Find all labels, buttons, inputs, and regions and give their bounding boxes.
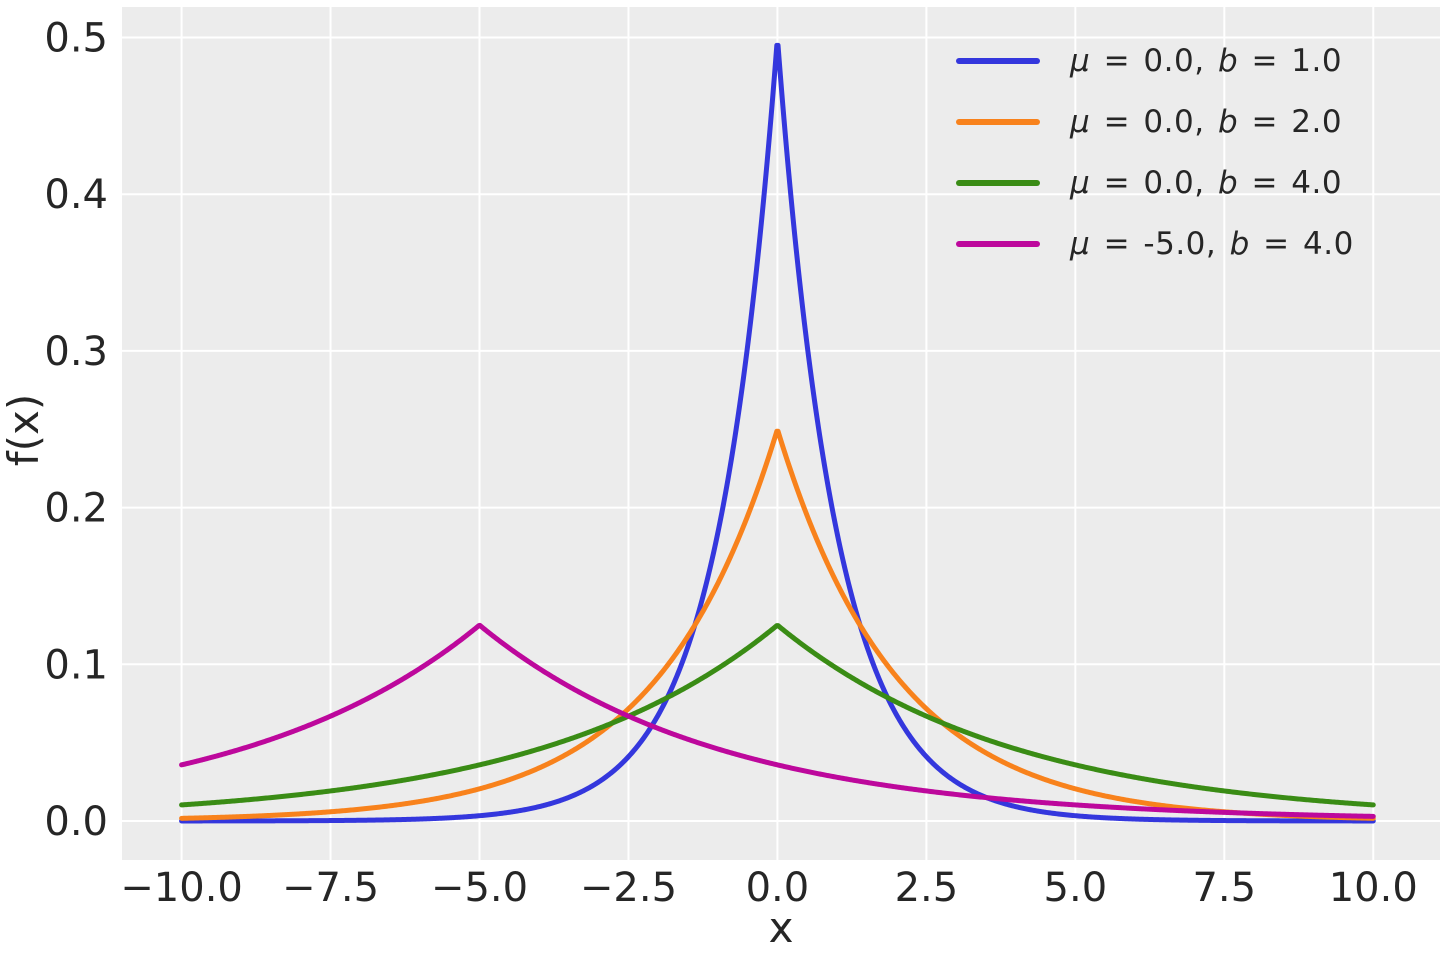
y-tick-label: 0.3: [44, 329, 108, 375]
x-tick-label: 7.5: [1192, 865, 1256, 911]
x-tick-label: −10.0: [120, 865, 243, 911]
y-tick-label: 0.5: [44, 16, 108, 62]
x-tick-label: 10.0: [1329, 865, 1418, 911]
curve-series-0: [179, 42, 1376, 824]
x-tick-label: −2.5: [580, 865, 677, 911]
curve-series-3: [179, 622, 1376, 819]
legend-line-swatch: [956, 57, 1040, 64]
x-tick-label: 2.5: [895, 865, 959, 911]
x-tick-label: −7.5: [282, 865, 379, 911]
legend-line-swatch: [956, 240, 1040, 247]
curve-series-1: [179, 428, 1376, 821]
x-tick-label: 0.0: [746, 865, 810, 911]
y-tick-label: 0.1: [44, 642, 108, 688]
legend-item-3: μ = -5.0, b = 4.0: [956, 213, 1354, 274]
legend-label: μ = -5.0, b = 4.0: [1070, 225, 1354, 262]
y-tick-label: 0.4: [44, 172, 108, 218]
y-axis-label: f(x): [0, 393, 48, 467]
legend-label: μ = 0.0, b = 2.0: [1070, 103, 1343, 140]
legend-item-1: μ = 0.0, b = 2.0: [956, 91, 1354, 152]
legend-item-2: μ = 0.0, b = 4.0: [956, 152, 1354, 213]
y-tick-label: 0.2: [44, 486, 108, 532]
x-axis-label: x: [768, 903, 794, 952]
legend: μ = 0.0, b = 1.0 μ = 0.0, b = 2.0 μ = 0.0,…: [956, 30, 1354, 274]
legend-label: μ = 0.0, b = 4.0: [1070, 164, 1343, 201]
legend-label: μ = 0.0, b = 1.0: [1070, 42, 1343, 79]
legend-line-swatch: [956, 118, 1040, 125]
x-tick-label: 5.0: [1044, 865, 1108, 911]
y-tick-label: 0.0: [44, 799, 108, 845]
legend-line-swatch: [956, 179, 1040, 186]
x-tick-label: −5.0: [431, 865, 528, 911]
legend-item-0: μ = 0.0, b = 1.0: [956, 30, 1354, 91]
curve-series-2: [179, 623, 1376, 808]
